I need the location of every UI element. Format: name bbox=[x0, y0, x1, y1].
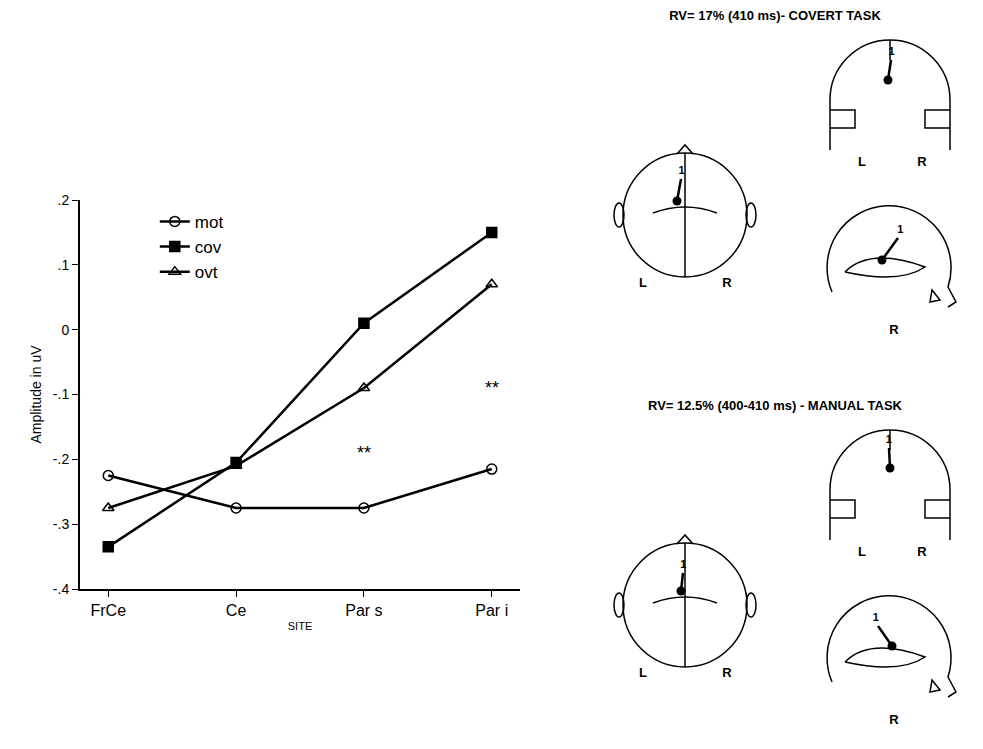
svg-text:1: 1 bbox=[897, 223, 903, 235]
svg-text:RV= 17% (410 ms)- COVERT TASK: RV= 17% (410 ms)- COVERT TASK bbox=[669, 8, 881, 23]
svg-text:R: R bbox=[722, 275, 732, 290]
svg-text:R: R bbox=[917, 544, 927, 559]
svg-text:FrCe: FrCe bbox=[90, 602, 126, 619]
svg-text:cov: cov bbox=[195, 238, 222, 257]
svg-text:-.4: -.4 bbox=[53, 581, 70, 597]
svg-text:.2: .2 bbox=[58, 192, 70, 208]
svg-text:SITE: SITE bbox=[288, 620, 312, 632]
svg-text:ovt: ovt bbox=[195, 263, 218, 282]
svg-text:L: L bbox=[639, 275, 647, 290]
svg-text:L: L bbox=[858, 154, 866, 169]
svg-text:1: 1 bbox=[679, 164, 685, 176]
svg-text:L: L bbox=[858, 544, 866, 559]
svg-text:R: R bbox=[722, 665, 732, 680]
svg-text:Amplitude in uV: Amplitude in uV bbox=[28, 345, 44, 444]
svg-text:L: L bbox=[639, 665, 647, 680]
svg-text:0: 0 bbox=[61, 322, 69, 338]
svg-text:-.2: -.2 bbox=[53, 451, 70, 467]
svg-text:1: 1 bbox=[680, 558, 686, 570]
svg-text:mot: mot bbox=[195, 213, 224, 232]
svg-text:RV= 12.5% (400-410 ms) - MANUA: RV= 12.5% (400-410 ms) - MANUAL TASK bbox=[648, 398, 903, 413]
svg-text:1: 1 bbox=[886, 433, 892, 445]
svg-text:R: R bbox=[917, 154, 927, 169]
svg-text:-.3: -.3 bbox=[53, 516, 70, 532]
svg-text:Ce: Ce bbox=[226, 602, 247, 619]
svg-text:1: 1 bbox=[873, 611, 879, 623]
svg-text:-.1: -.1 bbox=[53, 386, 70, 402]
svg-text:**: ** bbox=[357, 443, 371, 463]
svg-text:.1: .1 bbox=[58, 257, 70, 273]
svg-text:R: R bbox=[889, 712, 899, 727]
svg-text:Par i: Par i bbox=[475, 602, 508, 619]
svg-text:1: 1 bbox=[888, 45, 894, 57]
svg-text:Par s: Par s bbox=[345, 602, 382, 619]
svg-text:**: ** bbox=[485, 378, 499, 398]
svg-text:R: R bbox=[889, 322, 899, 337]
